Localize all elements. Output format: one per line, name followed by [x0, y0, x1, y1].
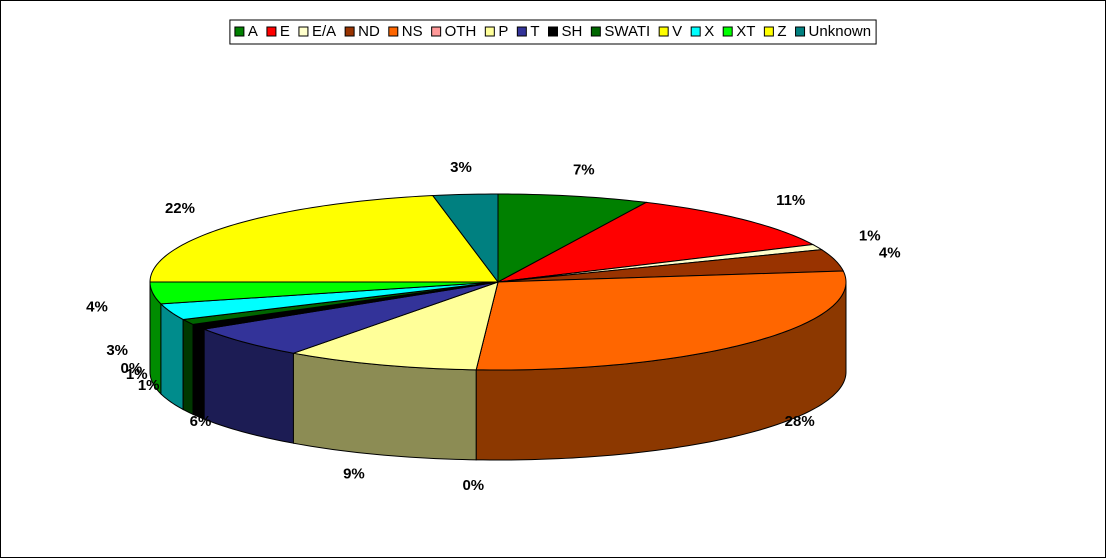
- data-label: 1%: [138, 377, 160, 394]
- legend-label: SH: [562, 23, 583, 40]
- legend-swatch: [388, 26, 399, 37]
- data-label: 9%: [343, 465, 365, 482]
- legend-label: E: [280, 23, 290, 40]
- legend-swatch: [658, 26, 669, 37]
- slice-side: [182, 318, 194, 416]
- legend-label: Z: [777, 23, 786, 40]
- legend-swatch: [516, 26, 527, 37]
- legend-label: E/A: [312, 23, 336, 40]
- slice-side: [192, 323, 205, 420]
- legend-label: SWATI: [604, 23, 650, 40]
- legend-label: V: [672, 23, 682, 40]
- legend-label: P: [498, 23, 508, 40]
- legend: A E E/A ND NS OTH P T SH SWATI V X XT Z Unknown: [229, 19, 877, 45]
- data-label: 0%: [462, 477, 484, 494]
- legend-label: T: [530, 23, 539, 40]
- legend-swatch: [298, 26, 309, 37]
- legend-label: A: [248, 23, 258, 40]
- legend-swatch: [431, 26, 442, 37]
- legend-swatch: [590, 26, 601, 37]
- data-label: 1%: [859, 228, 881, 245]
- data-label: 7%: [573, 161, 595, 178]
- data-label: 28%: [785, 413, 815, 430]
- slice: [431, 193, 499, 284]
- legend-swatch: [266, 26, 277, 37]
- legend-swatch: [795, 26, 806, 37]
- data-label: 3%: [450, 159, 472, 176]
- slice: [497, 249, 845, 283]
- legend-label: XT: [736, 23, 755, 40]
- legend-swatch: [763, 26, 774, 37]
- legend-label: OTH: [445, 23, 477, 40]
- legend-swatch: [344, 26, 355, 37]
- legend-label: NS: [402, 23, 423, 40]
- slice: [202, 281, 499, 354]
- slice: [291, 281, 499, 371]
- data-label: 11%: [776, 192, 805, 209]
- data-label: 3%: [106, 342, 128, 359]
- slice: [497, 193, 648, 283]
- slice: [159, 281, 499, 320]
- slice: [149, 281, 499, 305]
- slice: [497, 201, 815, 283]
- legend-swatch: [234, 26, 245, 37]
- legend-swatch: [548, 26, 558, 37]
- data-label: 4%: [86, 299, 108, 316]
- legend-label: X: [704, 23, 714, 40]
- legend-swatch: [484, 26, 495, 37]
- legend-swatch: [722, 26, 733, 37]
- data-label: 0%: [120, 360, 142, 377]
- legend-label: Unknown: [809, 23, 872, 40]
- slice: [149, 195, 500, 283]
- legend-label: ND: [358, 23, 380, 40]
- data-label: 6%: [190, 413, 212, 430]
- slice: [475, 270, 847, 371]
- legend-swatch: [690, 26, 701, 37]
- data-label: 1%: [126, 366, 148, 383]
- data-label: 22%: [165, 200, 195, 217]
- data-label: 4%: [879, 245, 901, 262]
- slice-side: [160, 302, 184, 411]
